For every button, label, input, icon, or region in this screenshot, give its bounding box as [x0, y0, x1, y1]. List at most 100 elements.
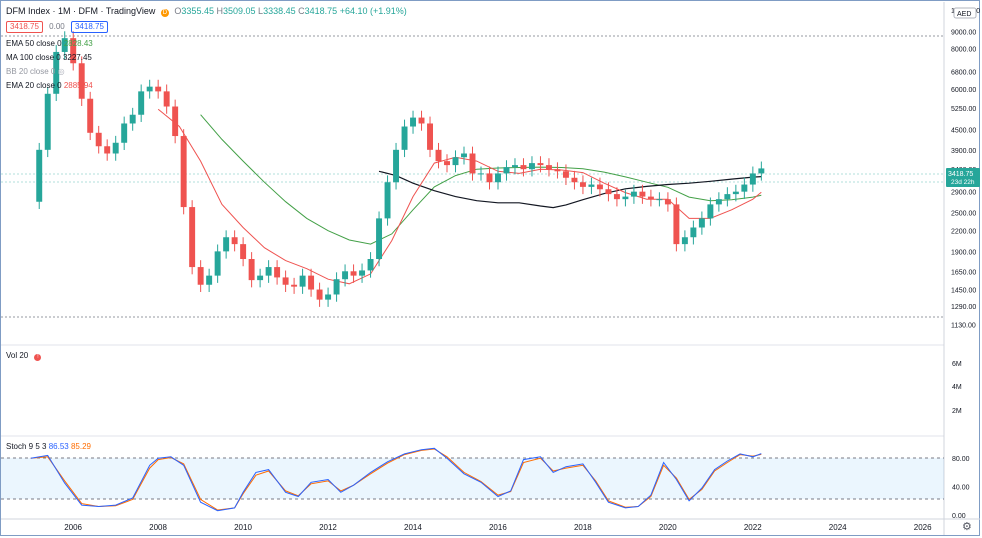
- price-axis-label: 2900.00: [951, 190, 976, 197]
- candle-body: [316, 289, 323, 300]
- time-axis-label: 2010: [234, 523, 252, 532]
- candle-body: [333, 279, 340, 295]
- candle-body: [206, 275, 213, 285]
- candle-body: [393, 149, 400, 183]
- spread-value: 0.00: [49, 22, 65, 31]
- volume-axis-label: 6M: [952, 361, 962, 368]
- candle-body: [579, 182, 586, 187]
- candle-body: [248, 259, 255, 281]
- candle-body: [265, 267, 272, 276]
- candle-body: [690, 227, 697, 238]
- sell-button[interactable]: 3418.75: [6, 21, 43, 33]
- candle-body: [664, 199, 671, 205]
- candle-body: [596, 184, 603, 190]
- time-axis-label: 2026: [914, 523, 932, 532]
- candle-body: [647, 196, 654, 200]
- candle-body: [520, 165, 527, 170]
- candle-body: [707, 204, 714, 219]
- time-axis-label: 2016: [489, 523, 507, 532]
- candle-body: [452, 157, 459, 166]
- trade-buttons: 3418.75 0.00 3418.75: [6, 21, 108, 33]
- warning-icon: !: [34, 354, 42, 361]
- candle-body: [308, 275, 315, 290]
- price-axis-label: 2200.00: [951, 229, 976, 236]
- candle-body: [528, 163, 535, 170]
- settings-gear-icon[interactable]: ⚙: [962, 521, 972, 533]
- indicator-bb20[interactable]: BB 20 close 0 ◎: [6, 67, 65, 76]
- candle-body: [410, 117, 417, 127]
- volume-legend[interactable]: Vol 20 !: [6, 350, 42, 362]
- buy-button[interactable]: 3418.75: [70, 21, 108, 33]
- candle-body: [639, 191, 646, 197]
- stoch-axis-label: 40.00: [952, 485, 970, 492]
- candle-body: [537, 163, 544, 166]
- candle-body: [36, 149, 43, 202]
- candle-body: [78, 63, 85, 99]
- candle-body: [758, 168, 765, 174]
- indicator-ema50[interactable]: EMA 50 close 0 2828.43: [6, 39, 93, 48]
- candle-body: [384, 182, 391, 219]
- candle-body: [299, 275, 306, 287]
- candle-body: [376, 218, 383, 260]
- candle-body: [291, 284, 298, 287]
- indicator-ma100[interactable]: MA 100 close 0 3227.45: [6, 53, 92, 62]
- candle-body: [495, 173, 501, 183]
- symbol-title[interactable]: DFM Index · 1M · DFM · TradingView: [6, 6, 156, 16]
- candle-body: [282, 277, 289, 285]
- currency-label: AED: [957, 11, 971, 18]
- time-axis-label: 2022: [744, 523, 762, 532]
- volume-axis-label: 4M: [952, 384, 962, 391]
- candle-body: [715, 199, 722, 205]
- candle-body: [359, 270, 366, 276]
- ma-100-close-0-line: [378, 170, 762, 209]
- candle-body: [732, 191, 739, 195]
- candle-body: [656, 199, 663, 201]
- last-price: 3418.75: [948, 171, 973, 178]
- candle-body: [367, 259, 374, 271]
- candle-body: [61, 38, 68, 52]
- candle-body: [53, 51, 60, 94]
- candle-body: [129, 114, 136, 124]
- candle-body: [562, 171, 569, 178]
- candle-body: [44, 93, 51, 150]
- candle-body: [545, 165, 552, 170]
- candle-body: [70, 38, 77, 64]
- time-axis-label: 2020: [659, 523, 677, 532]
- candle-body: [571, 177, 578, 183]
- candle-body: [95, 132, 102, 147]
- candle-body: [223, 237, 230, 252]
- candle-body: [240, 244, 247, 260]
- price-axis-label: 1450.00: [951, 288, 976, 295]
- price-axis-label: 1290.00: [951, 304, 976, 311]
- candle-body: [274, 267, 281, 278]
- price-axis-label: 3900.00: [951, 148, 976, 155]
- candle-body: [180, 136, 187, 208]
- candle-body: [112, 142, 119, 154]
- candle-body: [486, 173, 493, 183]
- indicator-ema20[interactable]: EMA 20 close 0 2885.94: [6, 81, 93, 90]
- stoch-k-line: [30, 447, 762, 512]
- candle-body: [138, 91, 145, 115]
- candle-body: [461, 153, 467, 158]
- stoch-legend[interactable]: Stoch 9 5 3 86.53 85.29: [6, 442, 92, 451]
- market-status-icon: D: [160, 9, 169, 17]
- candle-body: [724, 194, 731, 200]
- candle-body: [427, 123, 433, 150]
- price-axis-label: 9000.00: [951, 30, 976, 37]
- candle-body: [554, 169, 561, 172]
- candle-body: [741, 184, 748, 192]
- time-axis-label: 2018: [574, 523, 592, 532]
- price-axis-label: 4500.00: [951, 128, 976, 135]
- candle-body: [231, 237, 238, 245]
- candle-body: [172, 106, 179, 137]
- candle-body: [342, 271, 349, 280]
- eye-hidden-icon: ◎: [57, 67, 65, 76]
- ema-50-close-0-line: [200, 114, 762, 245]
- currency-select[interactable]: [953, 7, 977, 19]
- legend-header: DFM Index · 1M · DFM · TradingView D O33…: [6, 6, 407, 17]
- time-axis-label: 2006: [64, 523, 82, 532]
- candle-body: [146, 86, 153, 92]
- stoch-d-line: [30, 448, 762, 511]
